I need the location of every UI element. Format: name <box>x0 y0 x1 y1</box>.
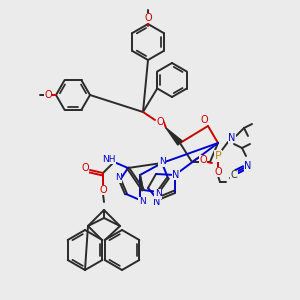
Text: O: O <box>199 155 207 165</box>
Text: N: N <box>228 133 236 143</box>
Text: O: O <box>214 167 222 177</box>
Text: O: O <box>200 115 208 125</box>
Text: O: O <box>81 163 89 173</box>
Text: O: O <box>99 185 107 195</box>
Text: P: P <box>214 151 221 161</box>
Text: O: O <box>44 90 52 100</box>
Text: N: N <box>153 197 161 207</box>
Text: N: N <box>154 190 161 199</box>
Text: N: N <box>115 173 122 182</box>
Text: N: N <box>139 197 145 206</box>
Polygon shape <box>166 128 182 145</box>
Text: N: N <box>172 170 180 180</box>
Text: O: O <box>156 117 164 127</box>
Text: N: N <box>244 161 252 171</box>
Text: C: C <box>231 170 237 180</box>
Text: NH: NH <box>102 154 116 164</box>
Text: N: N <box>159 158 165 166</box>
Text: O: O <box>144 13 152 23</box>
